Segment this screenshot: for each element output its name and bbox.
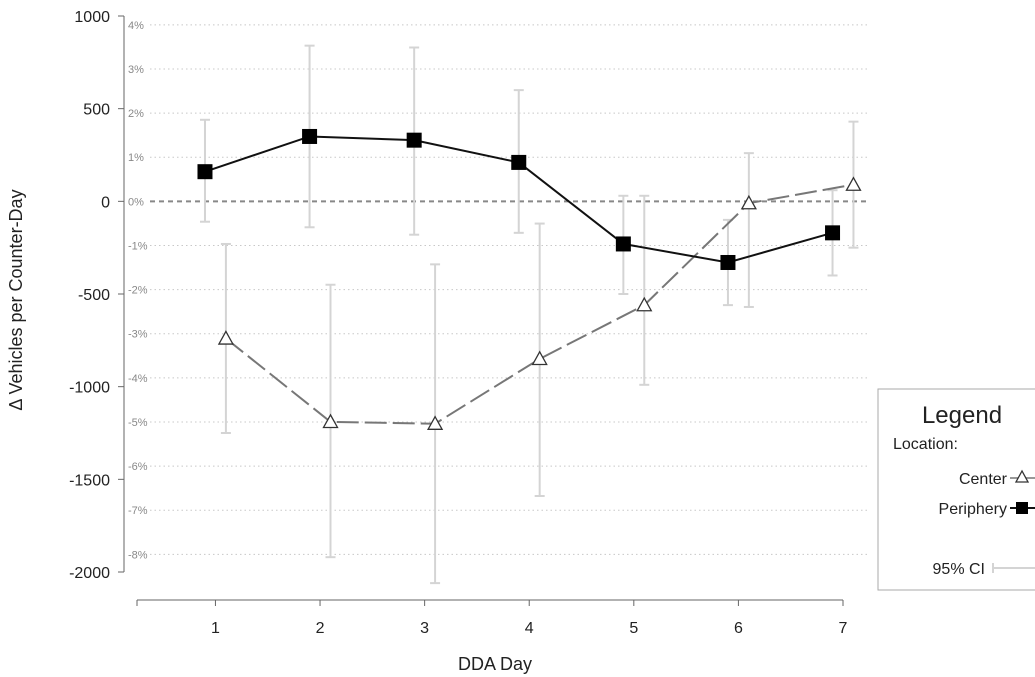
x-tick-label: 5	[629, 620, 638, 637]
point-center	[322, 413, 339, 429]
y-tick-label: -500	[78, 287, 110, 304]
point-center	[740, 194, 757, 210]
y-tick-label: -2000	[69, 565, 110, 582]
pct-tick-label: -4%	[128, 373, 148, 385]
x-tick-label: 6	[734, 620, 743, 637]
legend-center-label: Center	[959, 471, 1008, 488]
y-tick-label: 1000	[74, 9, 110, 26]
x-tick-label: 1	[211, 620, 220, 637]
point-periphery	[302, 128, 318, 144]
pct-tick-label: 3%	[128, 64, 144, 76]
point-periphery	[720, 254, 736, 270]
x-axis-title: DDA Day	[458, 654, 532, 674]
point-center	[531, 350, 548, 366]
y-tick-label: -1000	[69, 380, 110, 397]
y-tick-label: 500	[83, 102, 110, 119]
legend: Legend Location: Center Periphery 95% CI	[877, 388, 1035, 591]
y-tick-label: 0	[101, 194, 110, 211]
legend-center-marker	[1014, 469, 1030, 483]
pct-tick-label: -1%	[128, 240, 148, 252]
x-tick-label: 3	[420, 620, 429, 637]
pct-tick-label: -8%	[128, 549, 148, 561]
pct-tick-label: -5%	[128, 417, 148, 429]
grid	[150, 24, 870, 555]
point-center	[217, 330, 235, 345]
x-tick-label: 4	[525, 620, 534, 637]
point-periphery	[825, 225, 841, 241]
point-periphery	[615, 236, 631, 252]
pct-tick-label: -6%	[128, 461, 148, 473]
pct-tick-label: -7%	[128, 505, 148, 517]
series-markers	[197, 128, 862, 430]
point-center	[845, 176, 862, 191]
pct-tick-label: 2%	[128, 108, 144, 120]
pct-tick-label: 1%	[128, 152, 144, 164]
pct-tick-label: -2%	[128, 285, 148, 297]
legend-ci-label: 95% CI	[933, 561, 985, 578]
axes: 4%3%2%1%0%-1%-2%-3%-4%-5%-6%-7%-8%100050…	[69, 9, 847, 637]
axis-labels: DDA Day Δ Vehicles per Counter-Day	[6, 189, 532, 674]
y-axis-title: Δ Vehicles per Counter-Day	[6, 189, 26, 410]
legend-box	[877, 388, 1035, 591]
point-periphery	[197, 164, 213, 180]
confidence-intervals	[199, 44, 859, 585]
pct-tick-label: -3%	[128, 329, 148, 341]
x-tick-label: 7	[839, 620, 848, 637]
legend-periphery-label: Periphery	[939, 501, 1007, 518]
point-periphery	[511, 154, 527, 170]
series-lines	[204, 135, 854, 425]
point-center	[426, 415, 444, 430]
pct-tick-label: 4%	[128, 20, 144, 32]
legend-symbols	[992, 469, 1035, 573]
pct-tick-label: 0%	[128, 196, 144, 208]
legend-title: Legend	[922, 402, 1002, 429]
point-center	[636, 296, 653, 312]
x-tick-label: 2	[316, 620, 325, 637]
legend-subtitle: Location:	[893, 436, 958, 453]
y-tick-label: -1500	[69, 472, 110, 489]
legend-periphery-marker	[1016, 502, 1028, 514]
point-periphery	[406, 132, 422, 148]
